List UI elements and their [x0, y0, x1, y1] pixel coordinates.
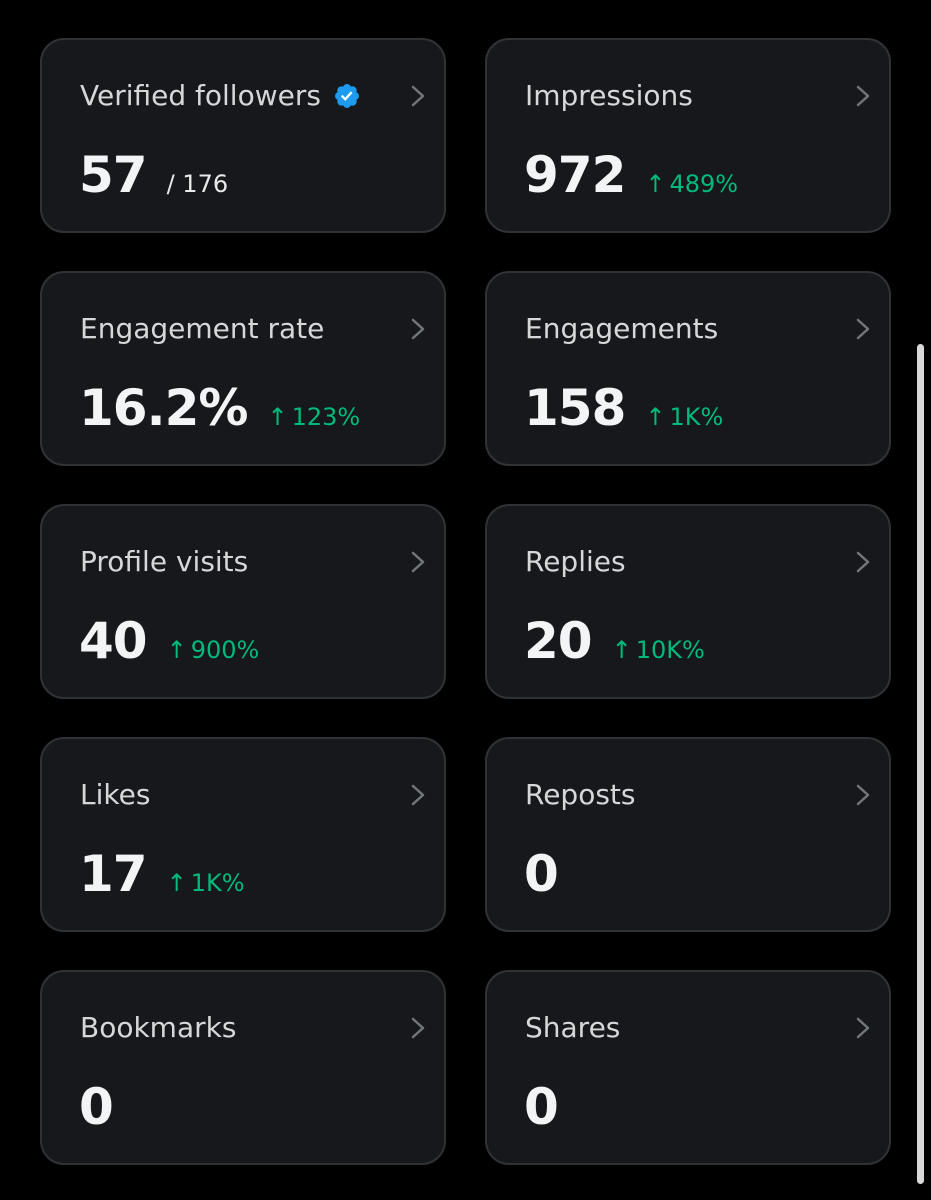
chevron-right-icon	[411, 1017, 425, 1039]
metric-label-row: Likes	[80, 777, 150, 813]
metric-change: ↑ 123%	[267, 403, 360, 431]
metric-label-row: Replies	[525, 544, 626, 580]
metric-change: ↑ 489%	[645, 170, 738, 198]
metric-value-row: 40 ↑ 900%	[79, 610, 259, 672]
metric-value-row: 20 ↑ 10K%	[524, 610, 705, 672]
metric-value: 0	[79, 1078, 114, 1136]
metric-label-row: Reposts	[525, 777, 635, 813]
metric-change: ↑ 900%	[167, 636, 260, 664]
metric-card-likes[interactable]: Likes 17 ↑ 1K%	[40, 737, 446, 932]
metric-label-row: Shares	[525, 1010, 620, 1046]
metric-value-row: 16.2% ↑ 123%	[79, 377, 360, 439]
metric-card-shares[interactable]: Shares 0	[485, 970, 891, 1165]
metric-label-row: Engagement rate	[80, 311, 324, 347]
metric-value: 20	[524, 612, 593, 670]
arrow-up-icon: ↑	[166, 869, 187, 897]
metric-value-row: 0	[524, 843, 559, 905]
metric-value-row: 0	[79, 1076, 114, 1138]
metric-card-impressions[interactable]: Impressions 972 ↑ 489%	[485, 38, 891, 233]
scrollbar-thumb[interactable]	[917, 344, 924, 1184]
metric-value: 17	[79, 845, 148, 903]
arrow-up-icon: ↑	[645, 403, 666, 431]
metric-change: ↑ 1K%	[645, 403, 723, 431]
metric-card-engagements[interactable]: Engagements 158 ↑ 1K%	[485, 271, 891, 466]
metric-label-row: Impressions	[525, 78, 693, 114]
metric-change-value: 1K%	[190, 869, 245, 897]
metric-label-row: Engagements	[525, 311, 718, 347]
metric-value: 0	[524, 845, 559, 903]
chevron-right-icon	[856, 85, 870, 107]
chevron-right-icon	[856, 784, 870, 806]
metric-value: 972	[524, 146, 626, 204]
chevron-right-icon	[856, 318, 870, 340]
metric-value-row: 57 / 176	[79, 144, 228, 206]
metric-card-reposts[interactable]: Reposts 0	[485, 737, 891, 932]
metric-change-value: 1K%	[669, 403, 724, 431]
metric-card-profile-visits[interactable]: Profile visits 40 ↑ 900%	[40, 504, 446, 699]
metric-label-row: Profile visits	[80, 544, 248, 580]
metric-change-value: 10K%	[635, 636, 705, 664]
metric-card-bookmarks[interactable]: Bookmarks 0	[40, 970, 446, 1165]
metric-label: Verified followers	[80, 79, 321, 112]
arrow-up-icon: ↑	[611, 636, 632, 664]
chevron-right-icon	[411, 784, 425, 806]
metric-value: 57	[79, 146, 148, 204]
metric-label: Shares	[525, 1011, 621, 1044]
metric-value-row: 972 ↑ 489%	[524, 144, 738, 206]
arrow-up-icon: ↑	[267, 403, 288, 431]
metric-label: Replies	[525, 545, 626, 578]
metric-label: Engagements	[525, 312, 719, 345]
arrow-up-icon: ↑	[645, 170, 666, 198]
metric-label-row: Verified followers	[80, 78, 361, 114]
chevron-right-icon	[856, 1017, 870, 1039]
metric-label-row: Bookmarks	[80, 1010, 236, 1046]
metric-value: 16.2%	[79, 379, 248, 437]
chevron-right-icon	[856, 551, 870, 573]
metrics-grid: Verified followers 57 / 176 Impressions …	[40, 38, 891, 1165]
metric-label: Engagement rate	[80, 312, 325, 345]
metric-label: Reposts	[525, 778, 636, 811]
metric-total: / 176	[166, 170, 229, 198]
metric-change: ↑ 10K%	[612, 636, 705, 664]
metric-value: 40	[79, 612, 148, 670]
metric-card-verified-followers[interactable]: Verified followers 57 / 176	[40, 38, 446, 233]
chevron-right-icon	[411, 318, 425, 340]
metric-change: ↑ 1K%	[167, 869, 245, 897]
metric-label: Bookmarks	[80, 1011, 237, 1044]
metric-change-value: 123%	[291, 403, 361, 431]
metric-label: Likes	[80, 778, 151, 811]
chevron-right-icon	[411, 551, 425, 573]
verified-badge-icon	[334, 84, 359, 108]
metric-change-value: 489%	[669, 170, 739, 198]
metric-card-engagement-rate[interactable]: Engagement rate 16.2% ↑ 123%	[40, 271, 446, 466]
metric-value: 158	[524, 379, 626, 437]
arrow-up-icon: ↑	[166, 636, 187, 664]
metric-value-row: 158 ↑ 1K%	[524, 377, 723, 439]
metric-change-value: 900%	[190, 636, 260, 664]
metric-value-row: 17 ↑ 1K%	[79, 843, 245, 905]
metric-label: Impressions	[525, 79, 693, 112]
metric-card-replies[interactable]: Replies 20 ↑ 10K%	[485, 504, 891, 699]
metric-label: Profile visits	[80, 545, 249, 578]
chevron-right-icon	[411, 85, 425, 107]
metric-value-row: 0	[524, 1076, 559, 1138]
metric-value: 0	[524, 1078, 559, 1136]
